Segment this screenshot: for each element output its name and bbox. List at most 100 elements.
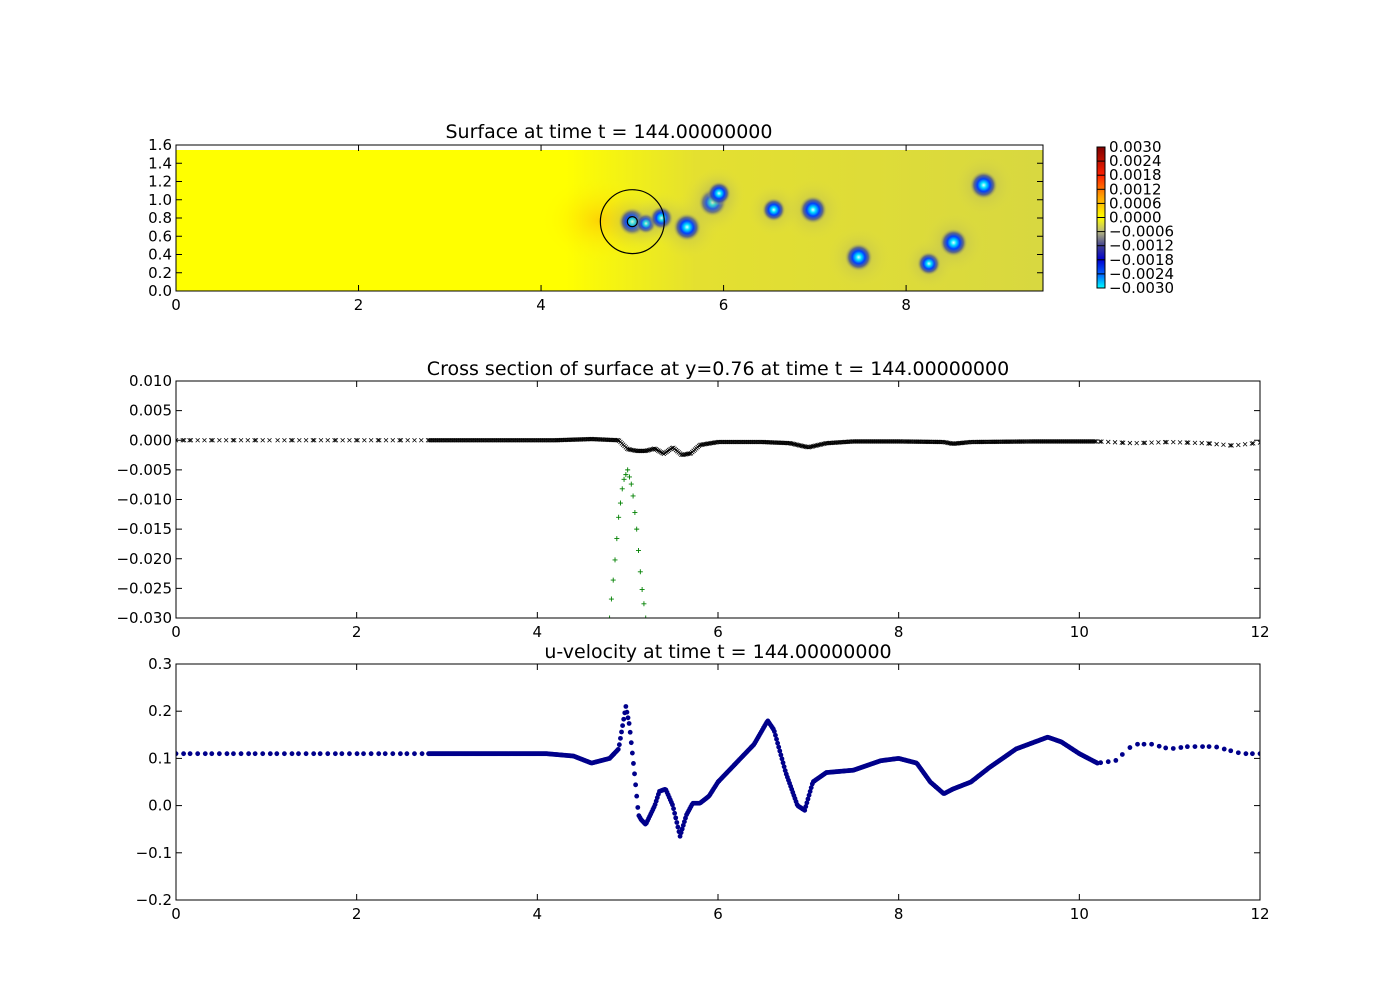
cross-section-xtick-label: 8 [894,623,904,641]
u-velocity-point [625,715,631,721]
surface-x-marker [176,437,179,443]
u-velocity-point [621,716,627,722]
surface-x-marker [1236,442,1241,448]
u-velocity-point [619,729,624,735]
u-velocity-point [776,744,782,750]
u-velocity-point [624,709,630,715]
surface-ytick-label: 0.8 [148,209,172,227]
surface-x-marker [231,437,237,443]
surface-x-marker [1162,439,1168,445]
surface-x-marker [790,441,795,447]
surface-feature [969,171,998,200]
u-velocity-ytick-label: 0.2 [148,702,172,720]
surface-x-marker [195,437,200,443]
u-velocity-point [808,785,814,791]
surface-x-marker [811,443,817,449]
surface-xtick-label: 4 [536,296,546,314]
u-velocity-point [368,751,374,757]
bottom-plus-marker [619,486,625,492]
cross-section-ytick-label: −0.030 [116,609,172,627]
u-velocity-point [1127,745,1133,750]
surface-feature [844,243,873,272]
surface-x-marker [325,437,331,443]
u-velocity-point [1243,751,1249,757]
u-velocity-xtick-label: 10 [1070,905,1089,923]
u-velocity-point [361,751,366,757]
surface-x-marker [252,437,257,443]
surface-x-marker [238,437,244,443]
cross-section-ytick-label: 0.010 [129,372,172,390]
surface-x-marker [188,437,194,443]
u-velocity-point [1141,741,1147,747]
surface-ytick-label: 0.4 [148,246,172,264]
surface-x-marker [643,448,649,454]
u-velocity-point [778,752,784,758]
u-velocity-point [773,732,778,738]
surface-x-marker [1214,441,1219,447]
u-velocity-point [805,796,811,802]
surface-x-marker [1112,440,1118,445]
surface-x-marker [217,437,222,443]
bottom-plus-marker [616,514,622,520]
u-velocity-point [274,751,280,757]
u-velocity-point [631,761,636,766]
u-velocity-point [623,704,629,709]
surface-x-marker [362,437,367,443]
u-velocity-point [347,751,352,757]
u-velocity-point [1113,758,1119,763]
surface-ytick-label: 1.4 [148,154,172,172]
u-velocity-point [618,735,623,741]
u-velocity-ytick-label: −0.2 [136,891,172,909]
surface-x-marker [1221,442,1226,448]
surface-x-marker [181,437,187,443]
surface-x-marker [340,437,345,443]
colorbar-tick-label: 0.0030 [1109,138,1162,156]
u-velocity-point [202,751,208,757]
colorbar-tick-label: −0.0030 [1109,279,1174,297]
surface-x-marker [290,437,295,443]
u-velocity-point [771,728,777,734]
surface-x-marker [405,437,410,443]
surface-x-marker [1257,440,1260,445]
u-velocity-point [317,751,323,757]
surface-x-marker [282,437,287,443]
surface-x-marker [1156,440,1161,445]
u-velocity-point [282,751,287,757]
surface-x-marker [223,437,229,443]
surface-x-marker [820,441,825,447]
u-velocity-point [677,833,683,839]
surface-x-marker [1229,443,1234,448]
surface-x-marker [647,447,653,453]
bottom-plus-marker [614,536,620,542]
u-velocity-point [1206,744,1212,749]
surface-x-marker [1242,441,1248,447]
surface-x-marker [649,447,654,452]
surface-feature [707,181,731,206]
u-velocity-point [354,751,360,757]
colorbar-tick-label: −0.0024 [1109,265,1174,283]
u-velocity-point [1250,751,1255,757]
surface-feature [761,197,786,222]
u-velocity-xtick-label: 0 [171,905,181,923]
u-velocity-point [181,751,186,757]
surface-x-marker [230,437,236,443]
u-velocity-point [1119,752,1125,757]
u-velocity-point [339,751,345,757]
u-velocity-point [224,751,230,757]
surface-x-marker [646,447,652,453]
surface-x-marker [390,437,396,443]
surface-heatmap-panel: Surface at time t = 144.00000000 0 2 4 6 8 0.… [148,121,1044,314]
cross-section-xtick-label: 10 [1070,623,1089,641]
u-velocity-point [246,751,252,757]
u-velocity-point [1156,743,1162,749]
surface-x-marker [397,437,402,443]
u-velocity-point [1221,746,1227,752]
bottom-plus-marker [628,481,634,487]
u-velocity-point [260,751,266,757]
surface-title: Surface at time t = 144.00000000 [446,121,773,143]
surface-x-marker [801,443,806,449]
surface-x-marker [202,437,207,443]
surface-x-marker [1164,439,1169,445]
cross-section-panel: Cross section of surface at y=0.76 at ti… [116,358,1269,641]
